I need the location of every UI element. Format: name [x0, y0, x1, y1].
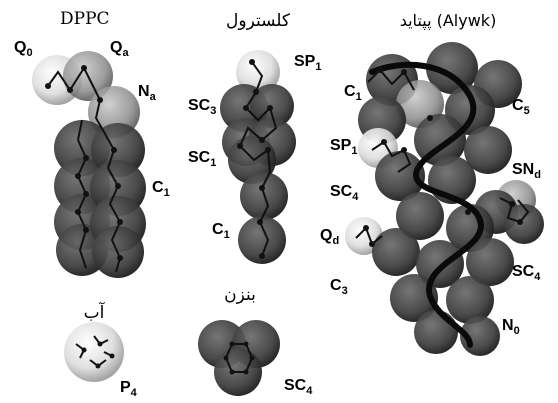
- peptide-bead: [464, 126, 512, 174]
- benzene-molecule: [198, 320, 280, 396]
- peptide-bead: [426, 42, 478, 94]
- water-skeleton: [75, 335, 115, 369]
- label-sc4-benzene: SC4: [284, 377, 313, 397]
- water-bead-p4: [64, 322, 124, 382]
- title-peptide: پپتاید (Alywk): [400, 11, 497, 31]
- title-benzene: بنزن: [224, 285, 256, 305]
- peptide-skeleton: [355, 67, 530, 247]
- peptide-bead: [466, 238, 514, 286]
- peptide-bead: [390, 274, 438, 322]
- title-cholesterol: کلسترول: [226, 11, 291, 31]
- peptide-molecule: [345, 42, 544, 356]
- label-p4: P4: [120, 379, 138, 399]
- label-sc4-peptide-right: SC4: [512, 263, 541, 283]
- cholesterol-molecule: [220, 50, 296, 264]
- label-c3: C3: [330, 277, 348, 297]
- label-c1-peptide: C1: [344, 83, 362, 103]
- dppc-molecule: [32, 51, 146, 278]
- benzene-skeleton: [223, 341, 255, 375]
- peptide-bead: [372, 228, 420, 276]
- label-qd: Qd: [320, 227, 339, 247]
- label-sp1-cholesterol: SP1: [294, 53, 321, 73]
- cholesterol-skeleton: [237, 59, 278, 259]
- peptide-bead: [414, 114, 466, 166]
- water-molecule: [64, 322, 124, 382]
- cholesterol-bead-c1: [238, 216, 286, 264]
- title-water: آب: [84, 301, 106, 323]
- peptide-helix-ribbon: [369, 61, 484, 348]
- label-q0: Q0: [14, 39, 33, 59]
- peptide-bead: [414, 310, 458, 354]
- dppc-skeleton: [45, 65, 123, 273]
- label-c5: C5: [512, 97, 530, 117]
- label-sc3: SC3: [188, 97, 216, 117]
- label-sp1-peptide: SP1: [330, 137, 357, 157]
- label-na: Na: [138, 83, 157, 103]
- label-c1-cholesterol: C1: [212, 221, 230, 241]
- label-c1-dppc: C1: [152, 179, 170, 199]
- peptide-bead: [396, 192, 444, 240]
- label-n0: N0: [502, 317, 520, 337]
- peptide-bead: [446, 276, 494, 324]
- label-snd: SNd: [512, 161, 541, 181]
- label-qa: Qa: [110, 39, 129, 59]
- title-dppc: DPPC: [60, 9, 110, 29]
- peptide-bead: [504, 204, 544, 244]
- label-sc4-peptide-left: SC4: [330, 183, 359, 203]
- peptide-bead: [375, 151, 425, 201]
- peptide-bead: [416, 240, 464, 288]
- label-sc1: SC1: [188, 149, 216, 169]
